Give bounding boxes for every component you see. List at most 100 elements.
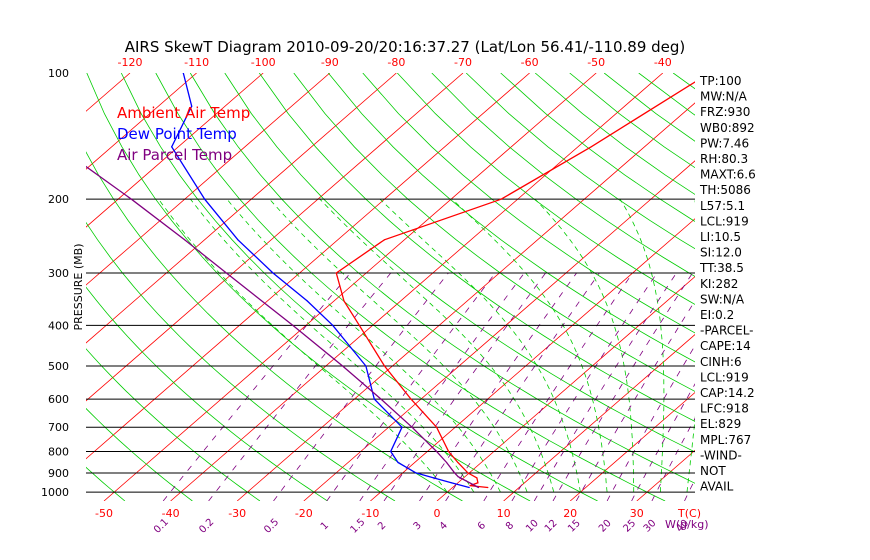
- isotherm-line: [569, 391, 695, 501]
- series-point: [292, 324, 294, 326]
- top-temperature-tick: -40: [654, 56, 672, 69]
- index-line: TT:38.5: [699, 261, 744, 275]
- isotherm-line: [303, 160, 695, 501]
- dry-adiabat-line: [811, 73, 870, 501]
- isotherm-line: [770, 73, 870, 501]
- series-point: [225, 272, 227, 274]
- series-point: [184, 239, 186, 241]
- mixing-ratio-label: 0.2: [197, 517, 216, 536]
- index-line: FRZ:930: [700, 105, 750, 119]
- isotherm-line: [86, 73, 331, 286]
- series-point: [446, 461, 448, 464]
- dry-adiabat-line: [500, 73, 695, 222]
- series-point: [450, 482, 452, 484]
- moist-adiabat-line: [534, 198, 635, 493]
- mixing-ratio-line: [419, 272, 577, 501]
- index-line: CINH:6: [700, 355, 742, 369]
- dry-adiabat-line: [224, 73, 695, 453]
- dry-adiabat-line: [86, 221, 396, 501]
- index-line: SW:N/A: [700, 292, 745, 306]
- index-line: EI:0.2: [700, 308, 734, 322]
- isotherm-line: [86, 73, 131, 112]
- mixing-ratio-label: 30: [642, 518, 659, 535]
- bottom-temperature-tick: 10: [497, 507, 511, 520]
- mixing-ratio-label: 20: [597, 518, 614, 535]
- pressure-tick-label: 700: [48, 421, 69, 434]
- series-point: [477, 486, 480, 489]
- pressure-tick-label: 200: [48, 193, 69, 206]
- dry-adiabat-line: [86, 466, 126, 501]
- mixing-ratio-label: 4: [438, 520, 450, 532]
- dry-adiabat-line: [86, 407, 193, 501]
- series-point: [468, 486, 470, 489]
- pressure-tick-label: 900: [48, 467, 69, 480]
- series-point: [58, 146, 59, 147]
- series-point: [383, 239, 385, 241]
- index-line: AVAIL: [700, 480, 734, 494]
- isotherm-line: [103, 73, 597, 501]
- series-point: [476, 477, 478, 479]
- y-axis-label: PRESSURE (MB): [72, 244, 85, 331]
- moist-adiabat-line: [226, 198, 501, 493]
- index-line: NOT: [700, 464, 726, 478]
- series-point: [272, 272, 274, 274]
- mixing-ratio-label: 8: [504, 520, 516, 532]
- dry-adiabat-line: [362, 73, 695, 334]
- mixing-ratio-line: [533, 272, 677, 501]
- series-point: [448, 450, 450, 453]
- series-point: [469, 485, 471, 487]
- pressure-tick-label: 100: [48, 67, 69, 80]
- mixing-ratio-label: 10: [524, 518, 541, 535]
- mixing-ratio-label: 3: [412, 520, 424, 532]
- series-point: [410, 398, 412, 400]
- pressure-tick-label: 500: [48, 360, 69, 373]
- x-axis-label: T(C): [677, 507, 701, 520]
- pressure-tick-labels: 100 200 300 400 500 600 700 800 900 1000: [41, 67, 69, 499]
- index-line: L57:5.1: [700, 199, 745, 213]
- series-point: [415, 472, 417, 474]
- top-temperature-tick-labels: -120 -110 -100 -90 -80 -70 -60 -50 -40: [118, 56, 672, 69]
- index-line: TP:100: [699, 74, 742, 88]
- isotherm-line: [236, 102, 695, 501]
- isotherm-line: [86, 73, 397, 344]
- dry-adiabat-line: [86, 348, 261, 501]
- series-point: [365, 365, 367, 367]
- series-point: [433, 477, 435, 479]
- series-point: [373, 398, 375, 400]
- dry-adiabat-line: [777, 73, 870, 501]
- isotherm-line: [86, 73, 530, 460]
- mixing-ratio-label: 6: [476, 520, 488, 532]
- top-temperature-tick: -90: [321, 56, 339, 69]
- mixing-ratio-label: 15: [566, 518, 583, 535]
- series-point: [332, 324, 334, 326]
- series-point: [500, 198, 502, 200]
- mixing-ratio-line: [575, 300, 695, 501]
- bottom-temperature-tick: -30: [228, 507, 246, 520]
- mixing-ratio-label: 0.5: [262, 517, 281, 536]
- isotherm-line: [86, 73, 464, 402]
- pressure-tick-label: 300: [48, 267, 69, 280]
- dry-adiabat-line: [258, 73, 695, 422]
- dry-adiabat-line: [189, 73, 695, 484]
- dry-adiabat-line: [638, 73, 695, 116]
- bottom-temperature-tick: 20: [563, 507, 577, 520]
- series-point: [436, 426, 438, 428]
- index-line: LCL:919: [700, 370, 749, 384]
- mixing-ratio-unit: W(g/kg): [665, 518, 709, 531]
- mixing-ratio-line: [208, 272, 392, 501]
- series-point: [204, 198, 206, 200]
- bottom-temperature-tick: -40: [162, 507, 180, 520]
- dry-adiabat-line: [86, 286, 328, 501]
- series-point: [436, 450, 438, 453]
- series-point: [342, 365, 344, 367]
- isotherm-line: [837, 73, 870, 501]
- mixing-ratio-line: [326, 272, 496, 501]
- series-point: [487, 486, 489, 489]
- index-line: LCL:919: [700, 214, 749, 228]
- series-point: [335, 272, 337, 274]
- series-point: [457, 476, 459, 478]
- isotherm-line: [503, 334, 695, 501]
- dry-adiabat-line: [0, 73, 57, 501]
- mixing-ratio-line: [162, 272, 351, 501]
- isotherm-line: [86, 73, 264, 228]
